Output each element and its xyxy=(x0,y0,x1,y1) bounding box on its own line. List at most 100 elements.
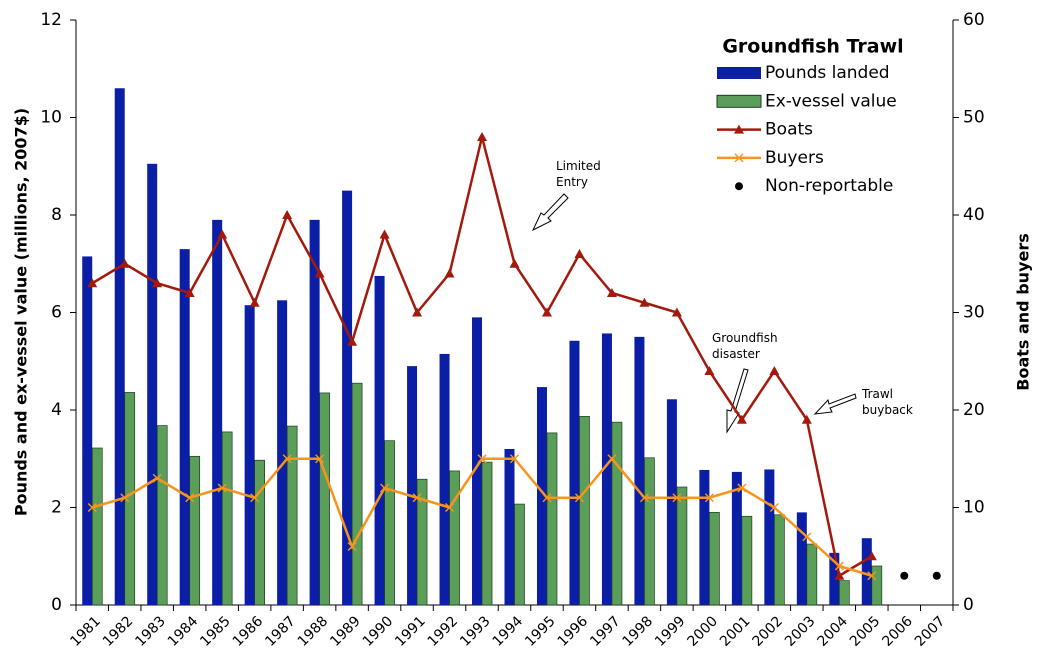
boat-marker xyxy=(249,297,260,307)
bar xyxy=(449,470,460,606)
x-tick-label: 1991 xyxy=(392,613,429,650)
bar xyxy=(342,190,353,605)
boat-marker xyxy=(671,307,682,317)
x-tick-label: 2003 xyxy=(782,613,819,650)
bar xyxy=(709,512,720,606)
bar xyxy=(861,538,872,605)
y-axis-title: Pounds and ex-vessel value (millions, 20… xyxy=(12,108,31,516)
buyer-marker xyxy=(639,493,649,503)
bar xyxy=(699,469,710,605)
buyer-marker xyxy=(217,483,227,493)
x-tick-label: 1989 xyxy=(327,613,364,650)
legend-label: Ex-vessel value xyxy=(765,91,897,111)
boat-marker xyxy=(477,132,488,141)
x-tick-label: 1987 xyxy=(262,613,299,650)
arrow xyxy=(531,193,569,232)
legend-marker xyxy=(735,182,743,191)
legend-label: Buyers xyxy=(765,148,824,168)
bar xyxy=(309,219,320,605)
buyer-marker xyxy=(87,502,97,513)
bar xyxy=(91,447,103,606)
bar xyxy=(351,382,363,606)
boat-marker xyxy=(574,249,585,258)
x-tick-label: 1994 xyxy=(490,613,527,650)
buyer-marker xyxy=(769,502,779,513)
bar xyxy=(764,469,775,605)
x-tick-label: 1982 xyxy=(100,613,137,650)
y-tick-label: 8 xyxy=(51,205,62,225)
x-tick-label: 2005 xyxy=(847,613,884,650)
x-tick-label: 1985 xyxy=(197,613,234,650)
bar xyxy=(611,421,623,606)
boat-marker xyxy=(347,336,358,346)
bar xyxy=(806,543,818,606)
buyer-marker xyxy=(250,493,260,503)
boat-marker xyxy=(87,278,98,288)
arrow xyxy=(813,393,857,415)
y2-tick-label: 50 xyxy=(963,108,985,128)
buyer-marker xyxy=(574,493,584,503)
bar xyxy=(546,432,558,606)
bar xyxy=(829,552,840,605)
bar xyxy=(634,336,645,605)
bar xyxy=(244,305,255,605)
bar xyxy=(796,512,807,605)
bar xyxy=(472,317,483,605)
buyer-marker xyxy=(445,502,455,513)
boat-marker xyxy=(184,288,195,297)
boat-marker xyxy=(834,570,845,580)
boat-marker xyxy=(639,297,650,307)
bar xyxy=(384,440,395,606)
bar xyxy=(569,340,580,605)
y-tick-label: 10 xyxy=(40,108,62,128)
boat-marker xyxy=(217,229,228,239)
boat-marker xyxy=(769,366,780,375)
boat-marker xyxy=(444,268,455,278)
boat-marker xyxy=(801,414,812,424)
boat-marker xyxy=(152,278,163,288)
buyer-marker xyxy=(477,454,487,464)
y2-tick-label: 20 xyxy=(963,400,985,420)
bar xyxy=(536,387,547,605)
boat-marker xyxy=(509,258,520,268)
x-tick-label: 1983 xyxy=(132,613,169,650)
bar xyxy=(277,300,288,605)
bar xyxy=(156,425,168,606)
bar xyxy=(407,366,418,605)
x-tick-label: 2006 xyxy=(879,613,916,650)
x-tick-label: 2002 xyxy=(749,613,786,650)
bar xyxy=(481,461,493,606)
legend-swatch xyxy=(717,67,761,79)
x-tick-label: 1992 xyxy=(425,613,462,650)
boat-marker xyxy=(866,551,877,561)
buyer-marker xyxy=(867,571,877,581)
buyer-marker xyxy=(802,532,812,542)
bar xyxy=(601,333,612,605)
bar xyxy=(374,275,385,605)
bar xyxy=(774,514,785,606)
bar xyxy=(741,515,753,606)
x-tick-label: 1998 xyxy=(620,613,657,650)
boat-marker xyxy=(606,288,617,297)
bar xyxy=(221,431,233,606)
bar xyxy=(147,163,158,605)
y2-tick-label: 0 xyxy=(963,595,974,615)
legend-label: Non-reportable xyxy=(765,176,893,196)
buyer-marker xyxy=(834,561,844,571)
buyer-marker xyxy=(412,493,422,503)
buyer-marker xyxy=(315,454,325,464)
legend-marker xyxy=(734,153,744,163)
x-tick-label: 2004 xyxy=(814,613,851,650)
bar xyxy=(82,256,93,605)
annotation-arrows xyxy=(531,193,857,434)
x-tick-label: 1993 xyxy=(457,613,494,650)
legend-label: Pounds landed xyxy=(765,63,890,83)
boat-marker xyxy=(541,307,552,317)
bar xyxy=(644,457,655,606)
buyer-marker xyxy=(185,493,195,503)
legend-marker xyxy=(734,124,744,134)
bar xyxy=(319,392,330,606)
y2-axis-title: Boats and buyers xyxy=(1014,233,1033,390)
legend-swatch xyxy=(716,94,762,108)
bar xyxy=(254,459,265,606)
